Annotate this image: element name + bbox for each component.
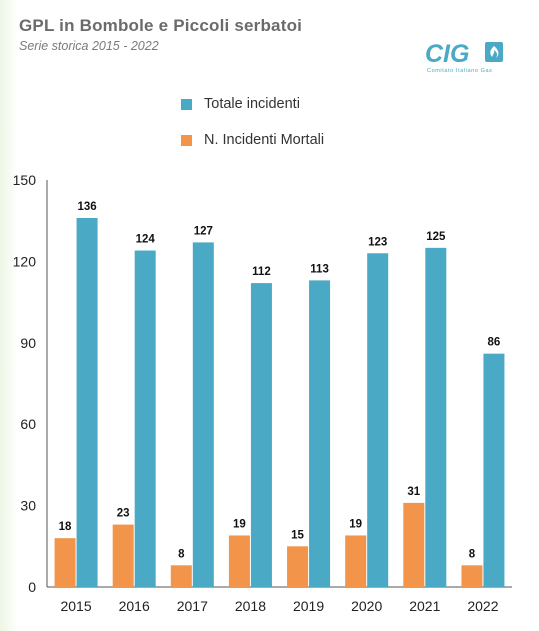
bar-total: [483, 353, 505, 587]
legend-item-total: Totale incidenti: [181, 93, 324, 115]
x-tick-label: 2016: [119, 598, 150, 614]
bar-fatal: [112, 524, 134, 587]
bar-fatal: [170, 565, 192, 587]
bar-total: [309, 280, 331, 587]
bar-fatal: [461, 565, 483, 587]
y-tick-label: 90: [20, 335, 36, 351]
chart-subtitle: Serie storica 2015 - 2022: [19, 39, 159, 53]
legend-item-fatal: N. Incidenti Mortali: [181, 129, 324, 151]
data-label-fatal: 31: [407, 486, 420, 498]
y-tick-label: 0: [28, 579, 36, 595]
legend-label-total: Totale incidenti: [204, 96, 300, 112]
bar-fatal: [345, 535, 367, 587]
data-label-fatal: 18: [59, 521, 72, 533]
data-label-total: 86: [488, 337, 501, 349]
legend-swatch-total: [181, 98, 192, 110]
bar-total: [134, 250, 156, 587]
data-label-fatal: 19: [233, 518, 246, 530]
bar-fatal: [54, 538, 76, 587]
bar-total: [250, 283, 272, 587]
cig-logo: CIG Comitato Italiano Gas: [423, 38, 509, 76]
x-tick-label: 2018: [235, 598, 266, 614]
data-label-total: 124: [136, 234, 156, 246]
bar-total: [76, 217, 98, 587]
data-label-total: 112: [252, 266, 271, 278]
bar-total: [192, 242, 214, 587]
data-label-fatal: 19: [349, 518, 362, 530]
legend-label-fatal: N. Incidenti Mortali: [204, 132, 325, 148]
x-tick-label: 2020: [351, 598, 382, 614]
data-label-total: 125: [426, 231, 446, 243]
data-label-total: 123: [368, 236, 387, 248]
y-tick-label: 60: [20, 416, 36, 432]
y-tick-label: 30: [20, 498, 36, 514]
data-label-fatal: 23: [117, 508, 130, 520]
logo-wordmark: CIG: [425, 40, 469, 68]
x-tick-label: 2022: [467, 598, 498, 614]
bar-fatal: [403, 502, 425, 587]
x-tick-label: 2015: [60, 598, 91, 614]
bar-total: [425, 247, 447, 588]
x-tick-label: 2021: [409, 598, 440, 614]
chart-header: GPL in Bombole e Piccoli serbatoi Serie …: [19, 16, 302, 53]
data-label-fatal: 8: [469, 548, 476, 560]
bar-total: [367, 253, 389, 587]
data-label-total: 113: [310, 263, 329, 275]
logo-tagline: Comitato Italiano Gas: [427, 68, 493, 74]
bar-fatal: [287, 546, 309, 587]
chart-legend: Totale incidenti N. Incidenti Mortali: [181, 93, 324, 165]
x-tick-label: 2017: [177, 598, 208, 614]
data-label-fatal: 8: [178, 548, 185, 560]
y-tick-label: 120: [13, 253, 37, 269]
x-tick-label: 2019: [293, 598, 324, 614]
y-tick-label: 150: [13, 172, 37, 188]
data-label-total: 136: [77, 201, 96, 213]
data-label-total: 127: [194, 225, 213, 237]
data-label-fatal: 15: [291, 529, 304, 541]
legend-swatch-fatal: [181, 134, 192, 146]
chart-title: GPL in Bombole e Piccoli serbatoi: [19, 16, 303, 35]
bar-fatal: [228, 535, 250, 587]
